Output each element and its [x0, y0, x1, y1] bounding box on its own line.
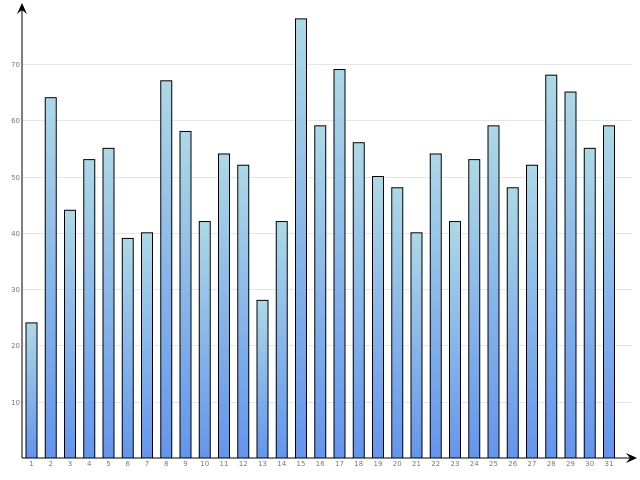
x-tick-label: 12	[239, 460, 248, 468]
bar	[391, 187, 404, 459]
x-tick-label: 2	[49, 460, 53, 468]
x-tick-label: 31	[605, 460, 614, 468]
bar	[314, 125, 327, 459]
bar	[429, 153, 442, 459]
x-tick-label: 28	[547, 460, 556, 468]
x-tick-label: 18	[354, 460, 363, 468]
x-tick-label: 6	[126, 460, 131, 468]
x-tick-label: 30	[585, 460, 594, 468]
x-tick-label: 13	[258, 460, 267, 468]
bar	[198, 221, 211, 459]
bars	[25, 18, 615, 459]
bar	[83, 159, 96, 459]
bar	[487, 125, 500, 459]
y-tick-label: 50	[11, 174, 20, 182]
y-tick-label: 30	[11, 286, 20, 294]
bar	[295, 18, 307, 459]
bar	[333, 69, 346, 459]
bar	[449, 221, 461, 459]
x-tick-label: 26	[508, 460, 517, 468]
x-tick-label: 29	[566, 460, 575, 468]
x-tick-label: 15	[297, 460, 306, 468]
x-tick-label: 11	[220, 460, 229, 468]
x-tick-label: 14	[277, 460, 286, 468]
x-tick-label: 19	[374, 460, 383, 468]
bar	[160, 80, 173, 459]
bar	[468, 159, 481, 459]
x-tick-label: 27	[528, 460, 537, 468]
bar	[44, 97, 57, 459]
y-tick-label: 20	[11, 342, 20, 350]
x-tick-label: 10	[200, 460, 209, 468]
bar	[506, 187, 519, 459]
x-tick-label: 9	[183, 460, 187, 468]
bar	[179, 130, 192, 459]
bar	[218, 153, 230, 459]
bar	[121, 237, 134, 459]
x-tick-label: 1	[29, 460, 33, 468]
y-tick-label: 40	[11, 230, 20, 238]
bar	[102, 147, 115, 459]
bar	[64, 209, 76, 459]
x-tick-label: 16	[316, 460, 325, 468]
bar	[564, 91, 577, 459]
x-tick-label: 20	[393, 460, 402, 468]
bar	[583, 147, 596, 459]
bar	[603, 125, 615, 459]
y-tick-label: 70	[11, 61, 20, 69]
bar	[275, 221, 288, 459]
x-tick-labels: 1 2 3 4 5 6 7 8 9 10 11 12 13 14 15 16 17 18 19 20 21 22 23 24 2…	[29, 460, 613, 468]
x-tick-label: 25	[489, 460, 498, 468]
x-tick-label: 4	[87, 460, 92, 468]
x-tick-label: 5	[106, 460, 110, 468]
bar	[256, 299, 269, 459]
bar	[352, 142, 365, 459]
x-tick-label: 23	[451, 460, 460, 468]
bar	[141, 232, 153, 459]
x-tick-label: 22	[431, 460, 440, 468]
x-tick-label: 3	[68, 460, 72, 468]
bar	[237, 164, 250, 459]
y-tick-label: 60	[11, 117, 20, 125]
axes	[17, 3, 637, 463]
x-tick-label: 21	[412, 460, 421, 468]
y-tick-label: 10	[11, 399, 20, 407]
bar	[410, 232, 423, 459]
x-axis-arrow-icon	[626, 453, 637, 463]
bar	[526, 164, 538, 459]
x-tick-label: 8	[164, 460, 168, 468]
y-tick-labels: 10 20 30 40 50 60 70	[11, 61, 20, 407]
y-axis-arrow-icon	[17, 3, 27, 14]
x-tick-label: 24	[470, 460, 479, 468]
bar	[25, 322, 38, 459]
x-tick-label: 7	[145, 460, 149, 468]
x-tick-label: 17	[335, 460, 344, 468]
bar	[372, 176, 384, 459]
bar	[545, 74, 558, 459]
